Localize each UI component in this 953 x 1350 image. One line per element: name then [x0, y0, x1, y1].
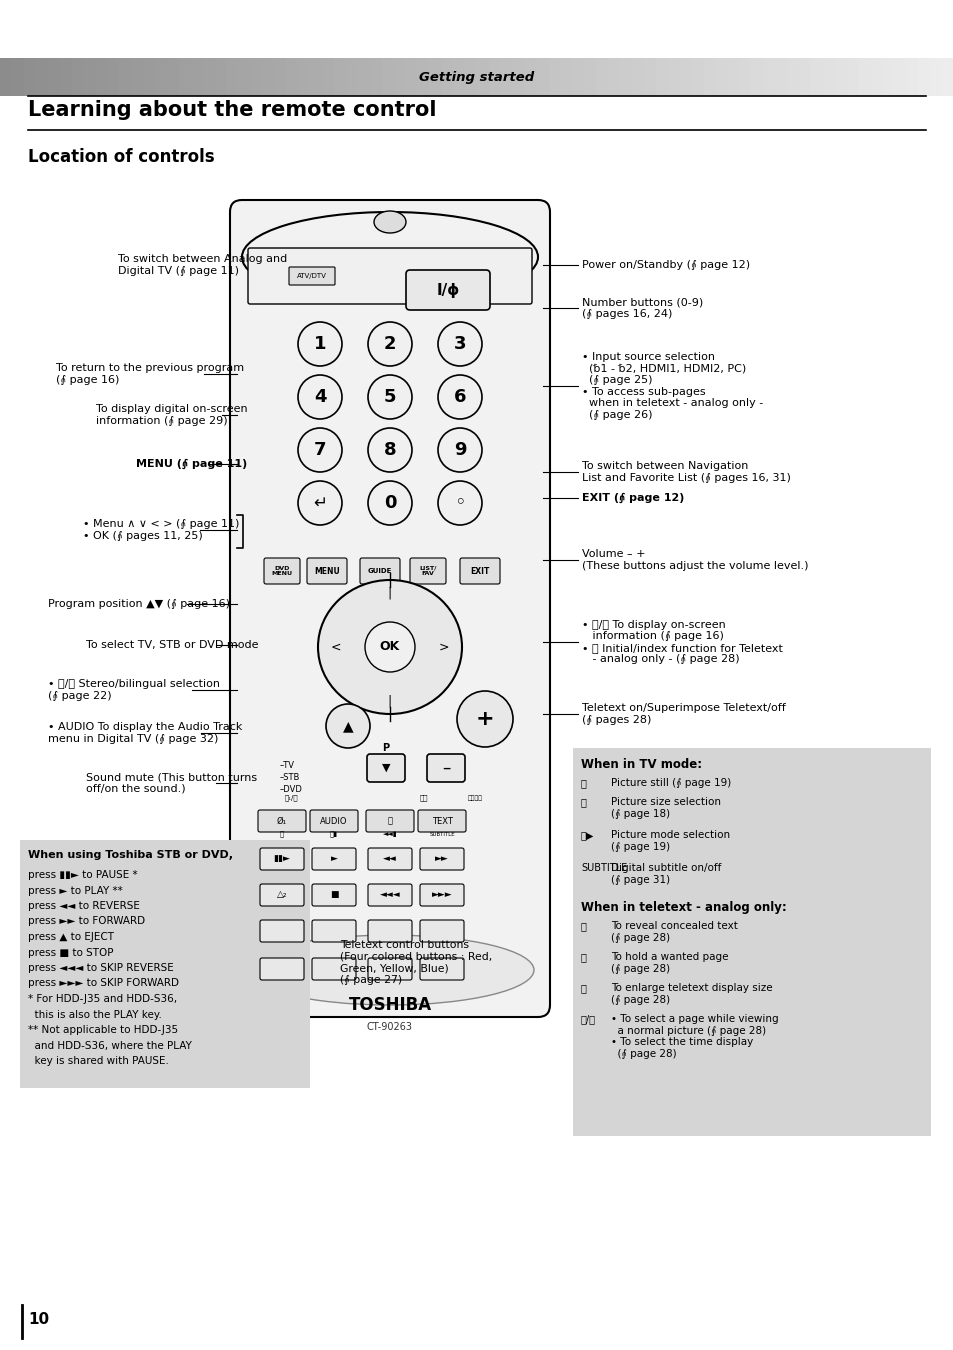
FancyBboxPatch shape: [260, 958, 304, 980]
Text: –: –: [441, 759, 450, 778]
Text: ►: ►: [331, 855, 337, 864]
Text: <: <: [331, 640, 341, 653]
FancyBboxPatch shape: [20, 840, 310, 1088]
Text: • Input source selection
  (␢1 - ␢2, HDMI1, HDMI2, PC)
  (⨙ page 25)
• To access: • Input source selection (␢1 - ␢2, HDMI1…: [581, 352, 762, 420]
Circle shape: [368, 375, 412, 418]
Text: ▼: ▼: [381, 763, 390, 774]
Text: press ►► to FORWARD: press ►► to FORWARD: [28, 917, 145, 926]
Text: CT-90263: CT-90263: [367, 1022, 413, 1031]
FancyBboxPatch shape: [368, 958, 412, 980]
Text: 0: 0: [383, 494, 395, 512]
Text: ⓢ: ⓢ: [580, 952, 586, 963]
Text: 10: 10: [28, 1312, 49, 1327]
Text: 2: 2: [383, 335, 395, 352]
Text: Learning about the remote control: Learning about the remote control: [28, 100, 436, 120]
Text: Number buttons (0-9)
(⨙ pages 16, 24): Number buttons (0-9) (⨙ pages 16, 24): [581, 297, 702, 319]
FancyBboxPatch shape: [359, 558, 399, 585]
FancyBboxPatch shape: [260, 884, 304, 906]
FancyBboxPatch shape: [573, 748, 930, 1135]
Circle shape: [368, 323, 412, 366]
Text: ►►: ►►: [435, 855, 449, 864]
Text: Ⓡ: Ⓡ: [279, 830, 284, 837]
Text: 7: 7: [314, 441, 326, 459]
Circle shape: [437, 428, 481, 472]
Text: Ø₁: Ø₁: [276, 817, 287, 825]
Text: –DVD: –DVD: [280, 784, 302, 794]
Text: To select TV, STB or DVD mode: To select TV, STB or DVD mode: [86, 640, 258, 649]
Text: EXIT: EXIT: [470, 567, 489, 575]
Text: Ⓢ: Ⓢ: [387, 817, 392, 825]
Text: ◄◄◄: ◄◄◄: [379, 891, 400, 899]
Text: When in teletext - analog only:: When in teletext - analog only:: [580, 900, 786, 914]
Text: Picture size selection
(⨙ page 18): Picture size selection (⨙ page 18): [610, 796, 720, 818]
Text: To reveal concealed text
(⨙ page 28): To reveal concealed text (⨙ page 28): [610, 921, 737, 942]
Ellipse shape: [246, 936, 534, 1004]
Circle shape: [297, 428, 341, 472]
Text: To hold a wanted page
(⨙ page 28): To hold a wanted page (⨙ page 28): [610, 952, 728, 973]
Circle shape: [437, 481, 481, 525]
Text: When using Toshiba STB or DVD,: When using Toshiba STB or DVD,: [28, 850, 233, 860]
Text: 1: 1: [314, 335, 326, 352]
Text: Teletext control buttons
(Four colored buttons : Red,
Green, Yellow, Blue)
(⨙ pa: Teletext control buttons (Four colored b…: [339, 940, 492, 984]
Text: ►►►: ►►►: [432, 891, 452, 899]
Text: press ◄◄ to REVERSE: press ◄◄ to REVERSE: [28, 900, 140, 911]
Ellipse shape: [242, 212, 537, 302]
Text: +: +: [476, 709, 494, 729]
Text: △₂: △₂: [276, 891, 287, 899]
Text: press ◄◄◄ to SKIP REVERSE: press ◄◄◄ to SKIP REVERSE: [28, 963, 173, 973]
Circle shape: [437, 375, 481, 418]
FancyBboxPatch shape: [410, 558, 446, 585]
Text: ATV/DTV: ATV/DTV: [296, 273, 327, 279]
Text: |: |: [388, 694, 392, 707]
FancyBboxPatch shape: [368, 848, 412, 869]
Text: 3: 3: [454, 335, 466, 352]
Text: Teletext on/Superimpose Teletext/off
(⨙ pages 28): Teletext on/Superimpose Teletext/off (⨙ …: [581, 703, 785, 725]
Text: ⓡ: ⓡ: [580, 921, 586, 931]
Circle shape: [456, 691, 513, 747]
Text: |: |: [388, 586, 392, 599]
Text: • Ⓜ/Ⓛ Stereo/bilingual selection
(⨙ page 22): • Ⓜ/Ⓛ Stereo/bilingual selection (⨙ page…: [48, 679, 220, 701]
FancyBboxPatch shape: [248, 248, 532, 304]
Text: press ▮▮► to PAUSE *: press ▮▮► to PAUSE *: [28, 869, 137, 880]
Text: OK: OK: [379, 640, 399, 653]
Ellipse shape: [374, 211, 406, 234]
Circle shape: [365, 622, 415, 672]
Text: • Ⓢ/Ⓣ To display on-screen
   information (⨙ page 16)
• Ⓣ Initial/index function: • Ⓢ/Ⓣ To display on-screen information (…: [581, 620, 782, 664]
Text: EXIT (⨙ page 12): EXIT (⨙ page 12): [581, 493, 683, 504]
Text: this is also the PLAY key.: this is also the PLAY key.: [28, 1010, 162, 1019]
Text: press ►►► to SKIP FORWARD: press ►►► to SKIP FORWARD: [28, 979, 179, 988]
Text: P: P: [382, 743, 389, 753]
Text: –STB: –STB: [280, 772, 300, 782]
Ellipse shape: [317, 580, 461, 714]
Text: • Menu ∧ ∨ < > (⨙ page 11)
• OK (⨙ pages 11, 25): • Menu ∧ ∨ < > (⨙ page 11) • OK (⨙ pages…: [83, 520, 239, 541]
Text: Volume – +
(These buttons adjust the volume level.): Volume – + (These buttons adjust the vol…: [581, 549, 807, 571]
Text: ◦: ◦: [454, 494, 465, 513]
FancyBboxPatch shape: [459, 558, 499, 585]
Text: To switch between Analog and
Digital TV (⨙ page 11): To switch between Analog and Digital TV …: [118, 254, 287, 275]
Text: Ⓜ₁/Ⓛ: Ⓜ₁/Ⓛ: [285, 795, 298, 802]
Text: To switch between Navigation
List and Favorite List (⨙ pages 16, 31): To switch between Navigation List and Fa…: [581, 462, 790, 483]
FancyBboxPatch shape: [264, 558, 299, 585]
FancyBboxPatch shape: [417, 810, 465, 832]
Text: ⓁⓎⓇⒼ: ⓁⓎⓇⒼ: [468, 795, 482, 801]
Text: >: >: [438, 640, 449, 653]
FancyBboxPatch shape: [366, 810, 414, 832]
FancyBboxPatch shape: [289, 267, 335, 285]
Text: Power on/Standby (⨙ page 12): Power on/Standby (⨙ page 12): [581, 261, 749, 270]
FancyBboxPatch shape: [419, 884, 463, 906]
Text: MENU (⨙ page 11): MENU (⨙ page 11): [136, 459, 247, 470]
Circle shape: [437, 323, 481, 366]
FancyBboxPatch shape: [260, 848, 304, 869]
Text: press ■ to STOP: press ■ to STOP: [28, 948, 113, 957]
FancyBboxPatch shape: [257, 810, 306, 832]
Circle shape: [368, 481, 412, 525]
Circle shape: [326, 703, 370, 748]
Text: To display digital on-screen
information (⨙ page 29): To display digital on-screen information…: [96, 404, 248, 425]
FancyBboxPatch shape: [367, 755, 405, 782]
Text: Ⓕ: Ⓕ: [580, 796, 586, 807]
FancyBboxPatch shape: [312, 958, 355, 980]
FancyBboxPatch shape: [312, 919, 355, 942]
Text: Picture still (⨙ page 19): Picture still (⨙ page 19): [610, 778, 731, 788]
Text: Location of controls: Location of controls: [28, 148, 214, 166]
FancyBboxPatch shape: [419, 848, 463, 869]
